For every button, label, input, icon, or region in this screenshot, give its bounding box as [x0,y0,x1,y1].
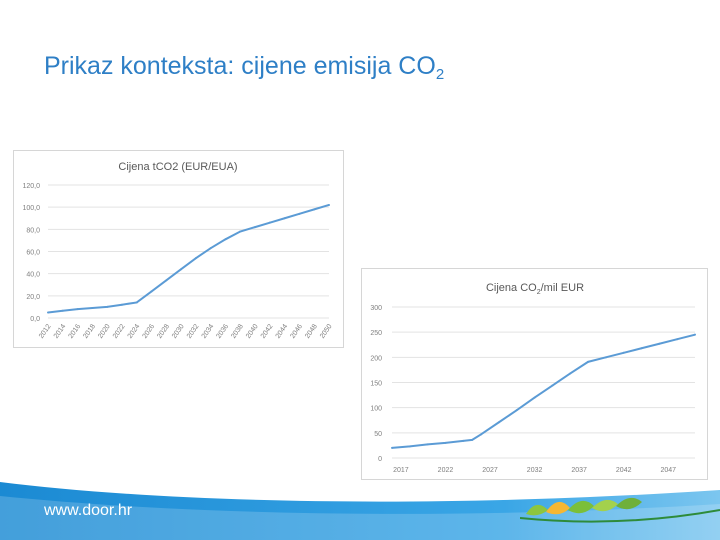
data-point [209,247,212,250]
x-tick-label: 2050 [319,323,334,340]
x-tick-label: 2047 [660,467,676,474]
chart-co2-price-mil-eur: Cijena CO2/mil EUR 0 50 100 150 200 250 300 2017… [361,268,708,480]
x-tick-label: 2037 [571,467,587,474]
chart-title-rest: /mil EUR [541,282,584,294]
data-point [515,409,518,412]
data-point [640,347,643,350]
x-tick-label: 2030 [171,323,186,340]
data-point [604,356,607,359]
x-tick-label: 2012 [38,323,53,340]
data-point [239,230,242,233]
data-point [497,421,500,424]
data-point [391,446,393,449]
y-tick-label: 120,0 [22,183,40,190]
x-tick-label: 2017 [393,467,409,474]
y-tick-label: 300 [370,305,382,312]
data-point [676,338,679,341]
data-point [194,257,197,260]
y-tick-label: 80,0 [26,227,40,234]
data-point [313,208,316,211]
x-tick-label: 2040 [245,323,260,340]
y-tick-label: 250 [370,330,382,337]
chart-co2-price-eua-svg: Cijena tCO2 (EUR/EUA) 0,0 20,0 40,0 60,0 80,0… [22,161,334,340]
footer-url[interactable]: www.door.hr [44,502,133,519]
data-point [224,238,227,241]
series-line [47,203,330,314]
x-tick-label: 2032 [186,323,201,340]
y-tick-label: 100,0 [22,205,40,212]
data-point [408,445,411,448]
chart-title-main: Cijena CO [486,282,537,294]
data-point [480,433,483,436]
x-tick-label: 2026 [141,323,156,340]
x-tick-label: 2022 [438,467,454,474]
x-tick-label: 2046 [289,323,304,340]
x-tick-label: 2042 [616,467,632,474]
data-point [569,372,572,375]
y-tick-label: 150 [370,381,382,388]
chart-title: Cijena CO2/mil EUR [486,282,584,296]
data-point [165,279,168,282]
y-tick-label: 0 [378,456,382,463]
data-point [150,290,153,293]
footer-band [0,482,720,540]
data-point [694,333,696,336]
chart-co2-price-mil-eur-svg: Cijena CO2/mil EUR 0 50 100 150 200 250 300 2017… [370,282,696,474]
chart-title-sub: 2 [537,289,541,296]
data-point [622,351,625,354]
x-tick-label: 2022 [112,323,127,340]
y-tick-label: 40,0 [26,272,40,279]
x-tick-label: 2032 [527,467,543,474]
data-point [106,305,109,308]
x-tick-label: 2014 [53,323,68,340]
data-point [444,441,447,444]
y-tick-label: 200 [370,355,382,362]
x-tick-label: 2020 [97,323,112,340]
data-point [254,226,257,229]
data-point [76,308,79,311]
y-tick-label: 100 [370,406,382,413]
data-point [328,203,330,206]
data-point [426,443,429,446]
x-tick-label: 2024 [127,323,142,340]
y-tick-label: 60,0 [26,250,40,257]
leaf-logo-icon [520,497,720,523]
x-tick-label: 2016 [68,323,83,340]
x-tick-label: 2044 [275,323,290,340]
data-point [462,439,465,442]
data-point [471,438,474,441]
x-tick-label: 2028 [156,323,171,340]
data-point [551,384,554,387]
y-tick-label: 20,0 [26,294,40,301]
slide-title: Prikaz konteksta: cijene emisija CO2 [44,52,445,83]
chart-co2-price-eua: Cijena tCO2 (EUR/EUA) 0,0 20,0 40,0 60,0 80,0… [13,150,344,348]
x-tick-label: 2027 [482,467,498,474]
y-tick-label: 0,0 [30,316,40,323]
x-tick-label: 2036 [215,323,230,340]
x-tick-label: 2048 [304,323,319,340]
data-point [91,307,94,310]
x-tick-label: 2042 [260,323,275,340]
data-point [533,396,536,399]
data-point [47,311,49,314]
y-tick-label: 50 [374,431,382,438]
data-point [135,301,138,304]
x-tick-label: 2038 [230,323,245,340]
chart-title: Cijena tCO2 (EUR/EUA) [118,161,237,173]
data-point [120,303,123,306]
data-point [283,217,286,220]
data-point [298,212,301,215]
data-point [61,309,64,312]
x-tick-label: 2034 [201,323,216,340]
data-point [268,221,271,224]
x-tick-label: 2018 [82,323,97,340]
data-point [180,268,183,271]
series-line [391,333,696,449]
data-point [658,342,661,345]
data-point [587,360,590,363]
